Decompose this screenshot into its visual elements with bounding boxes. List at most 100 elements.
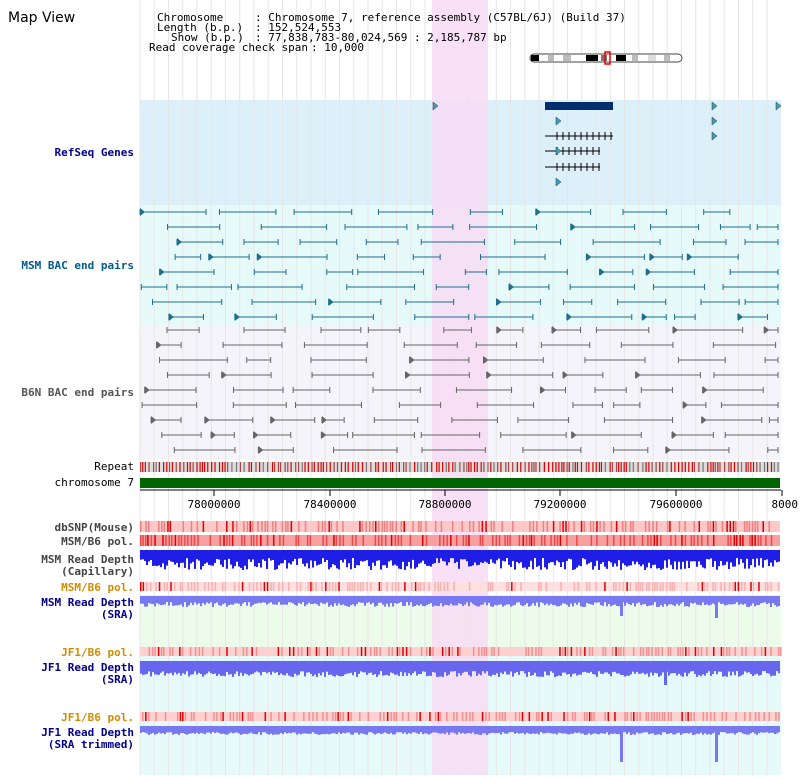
depth-bar [544,661,546,672]
heat-cell [655,647,657,656]
depth-bar [156,661,158,675]
depth-bar [650,661,652,673]
depth-bar [738,550,740,565]
depth-bar [412,596,414,607]
depth-bar [612,550,614,567]
heat-cell [335,535,338,546]
depth-bar [312,596,314,605]
depth-bar [408,661,410,674]
label-msm-bac[interactable]: MSM BAC end pairs [21,259,134,272]
refseq-genes-track[interactable] [432,101,782,187]
depth-bar [268,726,270,735]
repeat-track[interactable] [140,462,780,472]
repeat-segment [183,462,185,472]
depth-bar [466,661,468,672]
depth-bar [222,550,224,567]
depth-bar [712,661,714,675]
depth-bar [456,661,458,677]
label-jf1-depth-sra[interactable]: JF1 Read Depth [41,661,134,674]
msm-bac-track[interactable] [139,208,779,321]
heat-cell [409,535,412,546]
label-dbsnp[interactable]: dbSNP(Mouse) [55,521,134,534]
depth-bar [770,596,772,607]
depth-bar [682,550,684,562]
heat-cell [603,521,605,532]
depth-bar [230,661,232,675]
heat-cell [384,535,387,546]
repeat-segment [336,462,339,472]
depth-bar [560,661,562,676]
depth-bar [144,726,146,733]
label-repeat[interactable]: Repeat [94,460,134,473]
depth-bar [776,661,778,672]
b6n-bac-track[interactable] [141,326,779,454]
depth-bar [172,726,174,735]
grid-lines [139,0,768,775]
depth-bar [184,550,186,568]
depth-bar [700,550,702,565]
label-msm-depth-capillary[interactable]: MSM Read Depth [41,553,134,566]
b6n-arrow [486,371,492,379]
repeat-segment [473,462,476,472]
depth-bar [572,596,574,607]
depth-bar [402,550,404,562]
heat-cell [442,535,445,546]
chromosome-ideogram[interactable] [529,51,683,65]
label-b6n-bac[interactable]: B6N BAC end pairs [21,386,134,399]
depth-bar [424,550,426,564]
heat-cell [749,712,751,721]
depth-bar [342,550,344,563]
depth-bar [350,550,352,570]
repeat-segment [398,462,400,472]
depth-bar [586,596,588,603]
depth-bar [200,661,202,675]
depth-bar [640,726,642,734]
depth-bar [324,726,326,735]
heat-tracks[interactable] [140,521,782,721]
label-refseq[interactable]: RefSeq Genes [55,146,134,159]
depth-bar [156,726,158,734]
msm-arrow [140,208,146,216]
depth-bar [652,596,654,605]
depth-bar [758,661,760,676]
highlight-region[interactable] [432,0,488,775]
repeat-segment [311,462,313,472]
heat-cell [725,712,727,721]
depth-bar [308,596,310,603]
depth-bar [688,661,690,674]
depth-tracks[interactable] [140,550,780,762]
depth-bar [270,726,272,734]
heat-cell [648,582,650,591]
gene-arrow [711,116,718,126]
depth-bar [176,596,178,606]
depth-bar [776,726,778,734]
depth-bar [452,726,454,733]
depth-bar [370,596,372,605]
heat-cell [669,521,671,532]
depth-bar [574,550,576,570]
heat-cell [142,582,145,591]
depth-bar [320,661,322,676]
depth-bar [470,596,472,603]
label-msm-b6-pol[interactable]: MSM/B6 pol. [61,535,134,548]
label-msm-b6-pol-sra[interactable]: MSM/B6 pol. [61,581,134,594]
heat-cell [508,582,510,591]
depth-bar [450,726,452,733]
depth-bar [598,550,600,570]
depth-bar [770,661,772,677]
depth-bar [488,596,490,603]
heat-cell [751,535,753,546]
label-jf1-depth-trim[interactable]: JF1 Read Depth [41,726,134,739]
depth-bar [414,596,416,607]
depth-bar [498,596,500,605]
depth-bar [308,550,310,569]
depth-bar [478,596,480,607]
heat-cell [270,582,272,591]
depth-bar [376,596,378,606]
depth-bar [310,596,312,604]
depth-bar [554,550,556,566]
label-msm-depth-sra[interactable]: MSM Read Depth [41,596,134,609]
label-jf1-b6-pol[interactable]: JF1/B6 pol. [61,646,134,659]
label-jf1-b6-pol-trim[interactable]: JF1/B6 pol. [61,711,134,724]
depth-bar [748,550,750,569]
